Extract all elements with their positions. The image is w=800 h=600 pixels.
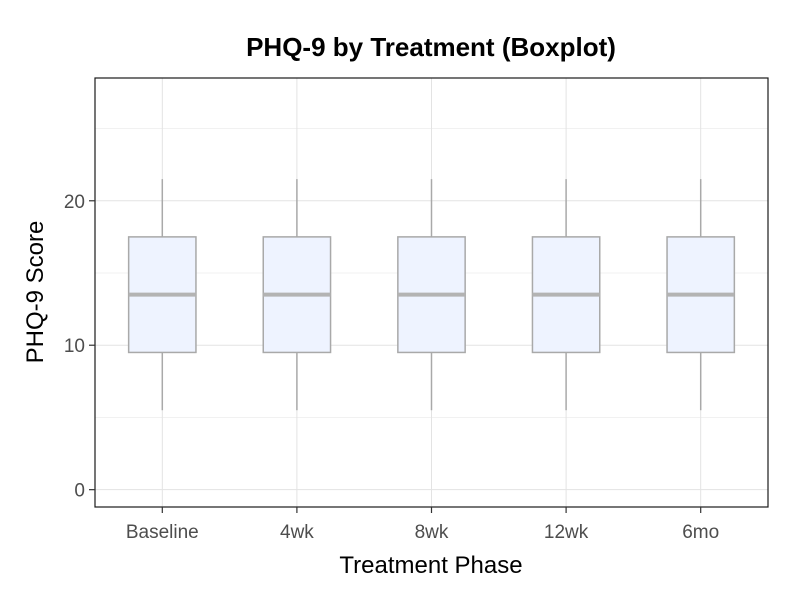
- x-axis: Baseline 4wk 8wk 12wk 6mo: [126, 507, 719, 543]
- box-8wk: [397, 179, 466, 411]
- y-tick-label: 0: [74, 481, 85, 502]
- x-tick-label: Baseline: [126, 522, 199, 543]
- y-tick-label: 10: [64, 336, 85, 357]
- x-tick-label: 4wk: [280, 522, 314, 543]
- y-tick-label: 20: [64, 192, 85, 213]
- box-12wk: [531, 179, 601, 411]
- x-tick-label: 6mo: [682, 522, 719, 543]
- box-6mo: [666, 179, 736, 411]
- box-4wk: [262, 179, 332, 411]
- x-axis-title: Treatment Phase: [339, 552, 522, 579]
- box-layer: [127, 179, 736, 411]
- chart-title: PHQ-9 by Treatment (Boxplot): [246, 32, 616, 62]
- y-axis: 0 10 20: [64, 192, 95, 502]
- box-baseline: [127, 179, 197, 411]
- x-tick-label: 8wk: [415, 522, 449, 543]
- y-axis-title: PHQ-9 Score: [22, 221, 49, 364]
- x-tick-label: 12wk: [544, 522, 589, 543]
